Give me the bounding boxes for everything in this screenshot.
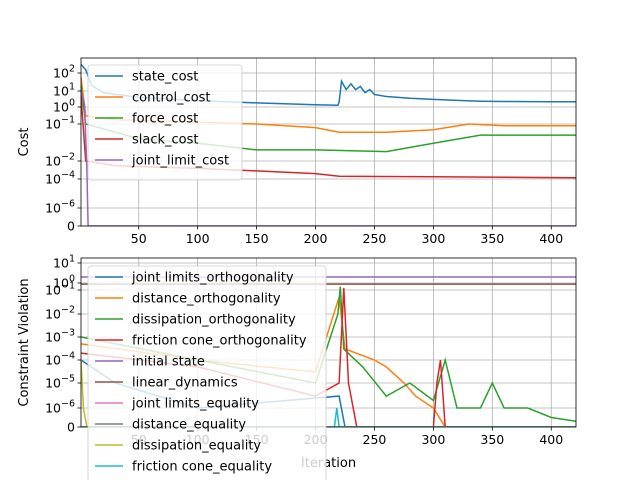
legend-label: dissipation_equality xyxy=(132,439,261,454)
x-tick-label: 300 xyxy=(421,231,445,246)
y-tick-label: 10−2 xyxy=(45,305,75,322)
y-tick-label: 10−3 xyxy=(45,328,75,345)
cost-panel: 50 100 150 200 250 300 350 400 0 10−6 10−410−2 10−1… xyxy=(17,57,577,246)
legend-label: initial state xyxy=(132,355,205,370)
legend: joint limits_orthogonality distance_ortho… xyxy=(87,265,327,480)
x-tick-label: 300 xyxy=(421,432,445,447)
legend-label: control_cost xyxy=(132,91,211,106)
legend-label: slack_cost xyxy=(132,133,199,148)
y-axis-label: Constraint Violation xyxy=(17,278,32,406)
y-tick-label: 10−6 xyxy=(45,199,75,216)
axes-frame xyxy=(80,257,577,428)
x-tick-label: 350 xyxy=(480,432,504,447)
legend-label: joint limits_orthogonality xyxy=(131,271,294,286)
y-tick-label: 10−2 xyxy=(45,152,75,169)
legend-label: friction cone_equality xyxy=(132,460,272,475)
axes-frame xyxy=(80,57,577,227)
x-tick-label: 250 xyxy=(363,231,387,246)
legend-label: linear_dynamics xyxy=(132,376,238,391)
y-tick-label: 0 xyxy=(67,219,75,234)
y-tick-label: 10−1 xyxy=(45,115,75,132)
y-axis-label: Cost xyxy=(17,128,32,157)
legend-label: distance_orthogonality xyxy=(132,292,281,307)
y-tick-label: 0 xyxy=(67,420,75,435)
legend-label: friction cone_orthogonality xyxy=(132,334,307,349)
legend-label: dissipation_orthogonality xyxy=(132,313,296,328)
y-tick-label: 100 xyxy=(53,274,75,291)
x-tick-label: 400 xyxy=(539,231,563,246)
x-tick-label: 50 xyxy=(131,231,147,246)
y-tick-label: 101 xyxy=(53,82,75,99)
series-line-dissipation-orthogonality xyxy=(81,286,576,423)
legend: state_cost control_cost force_cost slack_co… xyxy=(87,64,243,181)
series-line-dissipation-equality xyxy=(81,359,576,427)
legend-box xyxy=(87,64,243,181)
constraint-violation-panel: 50100150200250300350400010−610−510−410−3… xyxy=(17,254,577,480)
legend-label: joint limits_equality xyxy=(131,397,259,412)
x-tick-label: 200 xyxy=(304,231,328,246)
y-tick-label: 100 xyxy=(53,98,75,115)
y-tick-label: 10−1 xyxy=(45,281,75,298)
y-tick-label: 10−4 xyxy=(45,351,75,368)
x-tick-label: 400 xyxy=(539,432,563,447)
series-line-joint-limit-cost xyxy=(81,90,576,226)
legend-box xyxy=(87,265,327,480)
x-tick-label: 150 xyxy=(245,231,269,246)
legend-label: force_cost xyxy=(132,112,198,127)
x-tick-label: 250 xyxy=(363,432,387,447)
y-tick-label: 101 xyxy=(53,254,75,271)
series-line-friction-cone-equality xyxy=(81,407,576,427)
legend-label: joint_limit_cost xyxy=(131,154,229,169)
y-tick-label: 10−4 xyxy=(45,170,75,187)
y-tick-label: 102 xyxy=(53,64,75,81)
y-tick-label: 10−6 xyxy=(45,399,75,416)
x-tick-label: 100 xyxy=(186,231,210,246)
x-tick-label: 350 xyxy=(480,231,504,246)
legend-label: state_cost xyxy=(132,70,198,85)
y-tick-label: 10−5 xyxy=(45,374,75,391)
legend-label: distance_equality xyxy=(132,418,246,433)
